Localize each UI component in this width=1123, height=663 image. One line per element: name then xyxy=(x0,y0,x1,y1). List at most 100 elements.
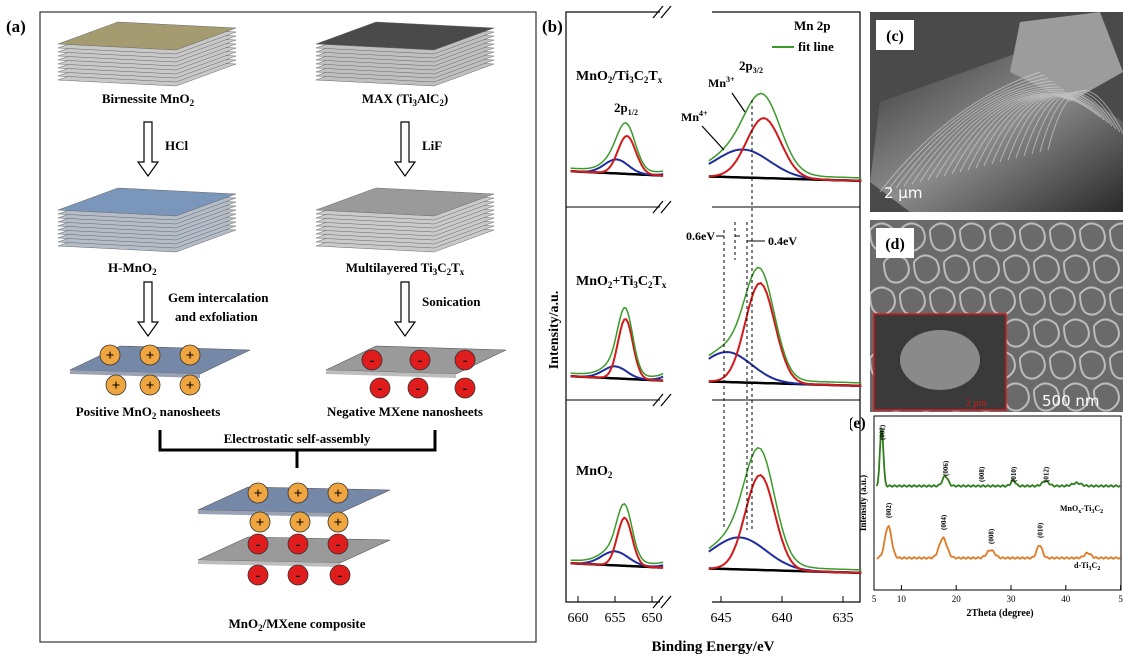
svg-text:-: - xyxy=(338,568,343,584)
xrd-bottom-peak-label: (004) xyxy=(940,514,948,530)
svg-text:-: - xyxy=(336,537,341,553)
gem-label: Gem intercalation xyxy=(168,290,269,305)
positive-nanosheet xyxy=(69,345,251,378)
hmno2-stack xyxy=(57,187,237,253)
svg-text:+: + xyxy=(294,486,303,502)
xrd-bottom-peak-label: (008) xyxy=(988,528,996,544)
negative-charge-ball: - xyxy=(361,349,383,371)
inset-scale-bar: 2 μm xyxy=(966,398,987,409)
sem-cell xyxy=(943,254,970,284)
axis-break-gap xyxy=(660,597,712,607)
birnessite-label: Birnessite MnO2 xyxy=(102,91,195,108)
sem-cell xyxy=(929,222,956,252)
positive-charge-ball: + xyxy=(289,511,311,533)
sem-texture-line xyxy=(927,89,1065,181)
svg-text:-: - xyxy=(256,568,261,584)
mn4-label: Mn4+ xyxy=(681,109,708,124)
scale-bar-c: 2 μm xyxy=(884,184,922,202)
lif-label: LiF xyxy=(422,138,442,153)
xrd-top-curve xyxy=(875,427,1121,488)
sem-cell xyxy=(1003,382,1030,412)
panel-d: (d) 500 nm 2 μm xyxy=(869,220,1123,412)
xps-tick-label: 650 xyxy=(642,611,663,626)
axis-break-mark xyxy=(652,595,672,609)
positive-charge-ball: + xyxy=(327,482,349,504)
xps-mn3-component xyxy=(708,117,862,182)
series3-label: MnO2 xyxy=(576,464,613,480)
sem-image-d: (d) 500 nm 2 μm xyxy=(869,220,1123,412)
panel-a-figure: (a) Birnessite MnO2 MAX (Ti3AlC2) HCl Li… xyxy=(6,11,537,643)
sem-texture-line xyxy=(879,71,1041,193)
svg-text:+: + xyxy=(186,348,195,364)
sem-cell xyxy=(1109,286,1123,316)
sem-cell xyxy=(989,222,1016,252)
xps-fit-line xyxy=(570,306,664,377)
xps-xlabel: Binding Energy/eV xyxy=(652,639,775,655)
xps-tick-label: 645 xyxy=(711,611,732,626)
sem-cell xyxy=(1033,382,1060,412)
lif-arrow: LiF xyxy=(393,121,442,178)
xrd-tick-label: 5 xyxy=(872,594,877,604)
multilayer-stack xyxy=(315,187,495,253)
sem-cell xyxy=(989,286,1016,316)
negative-charge-ball: - xyxy=(287,564,309,586)
birnessite-stack xyxy=(57,21,237,87)
xps-tick-label: 640 xyxy=(772,611,793,626)
legend-title: Mn 2p xyxy=(794,18,830,33)
xrd-bottom-series-label: d-Ti3C2 xyxy=(1074,561,1100,572)
assembly-bracket: Electrostatic self-assembly xyxy=(158,430,437,468)
xps-mn3-component xyxy=(570,516,664,569)
sem-cell xyxy=(1063,382,1090,412)
svg-text:-: - xyxy=(370,353,375,369)
mn3-pointer xyxy=(731,92,746,113)
sem-texture-line xyxy=(903,80,1053,187)
sem-cell xyxy=(1049,286,1076,316)
svg-text:+: + xyxy=(186,378,195,394)
xps-mn3-component xyxy=(708,281,862,387)
xrd-ylabel: Intensity (a.u.) xyxy=(858,475,868,531)
xps-fit-line xyxy=(708,266,862,384)
sem-texture-line xyxy=(1031,91,1117,155)
sem-texture-line xyxy=(1007,94,1105,161)
panel-b-label: (b) xyxy=(542,17,563,36)
sem-cell xyxy=(1109,350,1123,380)
sem-texture-line xyxy=(895,77,1049,189)
negative-charge-ball: - xyxy=(407,377,429,399)
panel-a-label: (a) xyxy=(6,17,26,36)
assembly-label: Electrostatic self-assembly xyxy=(224,431,371,446)
svg-text:+: + xyxy=(296,515,305,531)
sem-texture-line xyxy=(887,74,1045,191)
exfoliation-label: and exfoliation xyxy=(175,309,258,324)
sem-cell xyxy=(1063,318,1090,348)
sem-cell xyxy=(1033,318,1060,348)
positive-charge-ball: + xyxy=(99,344,121,366)
xrd-top-series-label: MnOx-Ti3C2 xyxy=(1060,504,1103,515)
panel-e: (e) 5 10 20 30 40 5 (002) (006) (008) (010) (012)… xyxy=(848,408,1123,658)
xps-fit-line xyxy=(570,122,664,173)
panel-a: (a) Birnessite MnO2 MAX (Ti3AlC2) HCl Li… xyxy=(0,0,540,658)
sem-texture-line xyxy=(1015,93,1109,159)
xps-fit-line xyxy=(708,92,862,179)
panel-c-label: (c) xyxy=(886,28,904,45)
svg-text:-: - xyxy=(378,381,383,397)
axis-break-gap xyxy=(660,395,712,405)
svg-text:+: + xyxy=(106,348,115,364)
xps-tick-label: 660 xyxy=(568,611,589,626)
shift-label-2: 0.4eV xyxy=(768,234,797,248)
svg-text:-: - xyxy=(418,353,423,369)
svg-text:+: + xyxy=(146,378,155,394)
xps-fit-line xyxy=(570,502,664,565)
axis-break-mark xyxy=(652,200,672,214)
sem-texture-line xyxy=(983,95,1093,167)
positive-charge-ball: + xyxy=(139,344,161,366)
xrd-top-peak-label: (008) xyxy=(978,466,986,482)
sem-image-c: (c) 2 μm xyxy=(870,12,1123,212)
sem-cell xyxy=(1063,254,1090,284)
shift-label-1: 0.6eV xyxy=(686,229,715,243)
panel-a-frame xyxy=(39,11,537,643)
xps-mn3-component xyxy=(570,134,664,177)
sem-texture-line xyxy=(1047,90,1123,151)
axis-break-gap xyxy=(660,202,712,212)
svg-text:-: - xyxy=(416,381,421,397)
xrd-bottom-peak-label: (002) xyxy=(885,502,893,518)
